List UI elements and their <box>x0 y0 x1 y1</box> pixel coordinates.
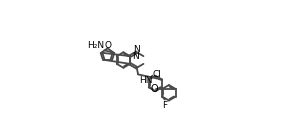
Text: N: N <box>132 52 139 61</box>
Text: Cl: Cl <box>153 70 162 79</box>
Text: O: O <box>104 41 111 50</box>
Text: F: F <box>163 101 168 110</box>
Text: HN: HN <box>139 76 153 85</box>
Text: H₂N: H₂N <box>87 41 104 50</box>
Text: O: O <box>150 84 158 94</box>
Text: N: N <box>133 45 140 54</box>
